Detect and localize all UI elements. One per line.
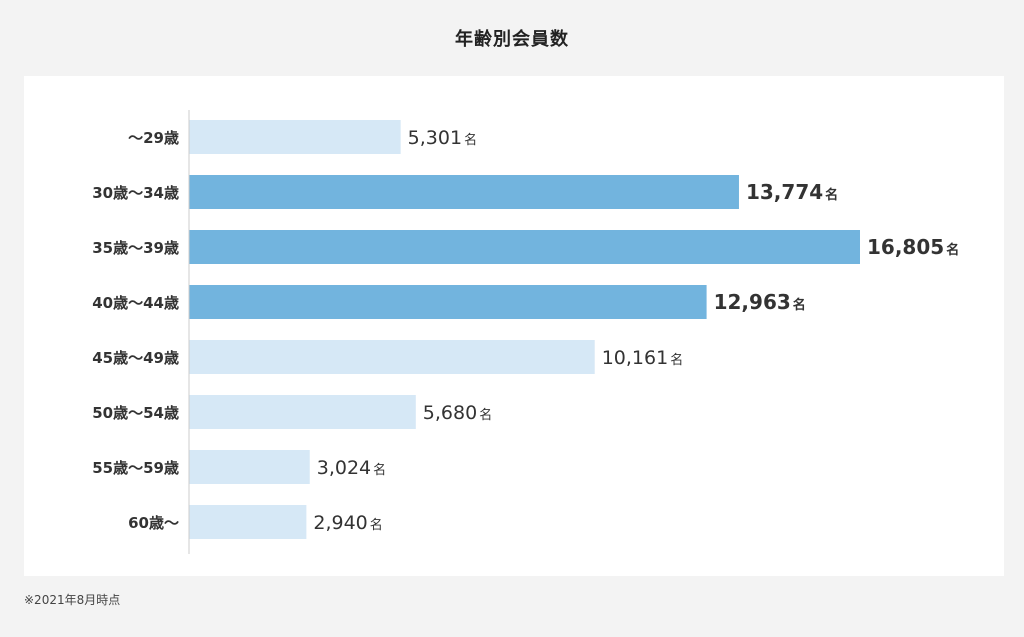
category-label: 55歳～59歳 xyxy=(92,459,179,477)
bar xyxy=(189,120,401,154)
bar xyxy=(189,230,860,264)
category-label: 40歳～44歳 xyxy=(92,294,179,312)
category-label: 35歳～39歳 xyxy=(92,239,179,257)
chart-panel: ～29歳 5,301 名 30歳～34歳 13,774 名 35歳～39歳 16,805 名 40… xyxy=(24,76,1004,576)
bar xyxy=(189,395,416,429)
category-label: 60歳～ xyxy=(128,514,179,532)
value-label: 10,161 名 xyxy=(602,347,684,369)
value-label: 5,301 名 xyxy=(408,127,477,149)
chart-title: 年齢別会員数 xyxy=(455,29,569,50)
value-label: 13,774 名 xyxy=(746,180,838,204)
footnote: ※2021年8月時点 xyxy=(24,593,121,607)
category-label: 30歳～34歳 xyxy=(92,184,179,202)
category-label: 50歳～54歳 xyxy=(92,404,179,422)
value-label: 12,963 名 xyxy=(714,290,806,314)
bar xyxy=(189,175,739,209)
bar xyxy=(189,285,707,319)
value-label: 2,940 名 xyxy=(313,512,382,534)
category-label: 45歳～49歳 xyxy=(92,349,179,367)
bar xyxy=(189,505,307,539)
value-label: 5,680 名 xyxy=(423,402,492,424)
value-label: 3,024 名 xyxy=(317,457,386,479)
bar xyxy=(189,450,310,484)
bar-chart: ～29歳 5,301 名 30歳～34歳 13,774 名 35歳～39歳 16,805 名 40… xyxy=(92,110,959,554)
bar xyxy=(189,340,595,374)
value-label: 16,805 名 xyxy=(867,235,959,259)
category-label: ～29歳 xyxy=(128,129,179,147)
